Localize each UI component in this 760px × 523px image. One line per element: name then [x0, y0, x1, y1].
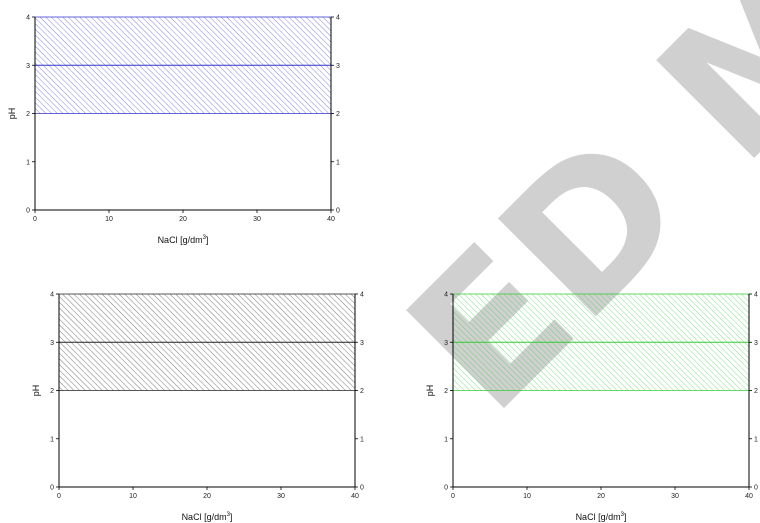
x-axis-title-main: NaCl [g/dm [158, 235, 203, 245]
x-axis-title: NaCl [g/dm3] [576, 512, 627, 522]
y-tick-label: 2 [26, 111, 30, 118]
right-y-tick-label: 2 [336, 111, 340, 118]
x-tick-label: 10 [523, 493, 531, 500]
right-y-tick-label: 1 [360, 436, 364, 443]
right-y-tick-label: 1 [336, 159, 340, 166]
x-axis-title: NaCl [g/dm3] [182, 512, 233, 522]
y-tick-label: 1 [444, 436, 448, 443]
x-axis-title-sup: 3 [621, 512, 625, 518]
x-tick-label: 30 [253, 216, 261, 223]
y-tick-label: 1 [26, 159, 30, 166]
right-y-tick-label: 3 [360, 340, 364, 347]
right-y-tick-label: 3 [336, 63, 340, 70]
x-axis-title-main: NaCl [g/dm [576, 512, 621, 522]
right-y-tick-label: 0 [336, 208, 340, 215]
x-tick-label: 0 [57, 493, 61, 500]
y-tick-label: 0 [26, 208, 30, 215]
right-y-tick-label: 0 [360, 485, 364, 492]
right-y-tick-label: 3 [754, 340, 758, 347]
x-tick-label: 20 [203, 493, 211, 500]
y-tick-label: 3 [444, 340, 448, 347]
right-y-tick-label: 2 [360, 388, 364, 395]
x-tick-label: 30 [277, 493, 285, 500]
right-y-tick-label: 4 [336, 15, 340, 22]
y-tick-label: 4 [444, 292, 448, 299]
right-y-tick-label: 4 [754, 292, 758, 299]
x-axis-title: NaCl [g/dm3] [158, 235, 209, 245]
y-axis-title: pH [7, 108, 17, 120]
y-tick-label: 1 [50, 436, 54, 443]
y-axis-title: pH [425, 385, 435, 397]
x-axis-title-suffix: ] [206, 235, 209, 245]
x-axis-title-main: NaCl [g/dm [182, 512, 227, 522]
y-tick-label: 2 [50, 388, 54, 395]
x-tick-label: 40 [745, 493, 753, 500]
x-tick-label: 0 [451, 493, 455, 500]
y-tick-label: 3 [26, 63, 30, 70]
y-tick-label: 3 [50, 340, 54, 347]
right-y-tick-label: 1 [754, 436, 758, 443]
right-y-tick-label: 4 [360, 292, 364, 299]
x-tick-label: 10 [105, 216, 113, 223]
y-tick-label: 0 [444, 485, 448, 492]
y-tick-label: 0 [50, 485, 54, 492]
x-tick-label: 30 [671, 493, 679, 500]
y-tick-label: 2 [444, 388, 448, 395]
x-axis-title-sup: 3 [203, 235, 207, 241]
x-axis-title-suffix: ] [624, 512, 627, 522]
y-axis-title: pH [31, 385, 41, 397]
x-tick-label: 40 [327, 216, 335, 223]
x-tick-label: 40 [351, 493, 359, 500]
x-tick-label: 20 [179, 216, 187, 223]
x-axis-title-sup: 3 [227, 512, 231, 518]
right-y-tick-label: 2 [754, 388, 758, 395]
x-tick-label: 20 [597, 493, 605, 500]
y-tick-label: 4 [26, 15, 30, 22]
x-tick-label: 10 [129, 493, 137, 500]
right-y-tick-label: 0 [754, 485, 758, 492]
x-tick-label: 0 [33, 216, 37, 223]
y-tick-label: 4 [50, 292, 54, 299]
x-axis-title-suffix: ] [230, 512, 233, 522]
